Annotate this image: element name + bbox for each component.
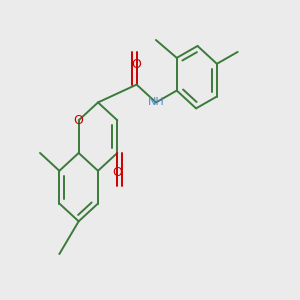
Text: O: O [74, 114, 84, 127]
Text: NH: NH [148, 98, 164, 107]
Text: O: O [132, 58, 142, 71]
Text: O: O [112, 166, 122, 179]
